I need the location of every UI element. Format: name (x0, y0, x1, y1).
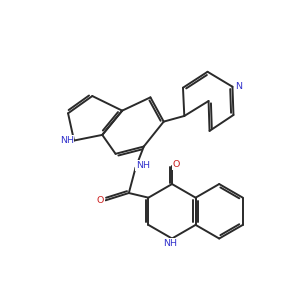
Text: NH: NH (136, 161, 150, 170)
Text: NH: NH (164, 239, 177, 248)
Text: N: N (235, 82, 242, 91)
Text: NH: NH (60, 136, 74, 145)
Text: O: O (97, 196, 104, 205)
Text: O: O (173, 160, 180, 169)
